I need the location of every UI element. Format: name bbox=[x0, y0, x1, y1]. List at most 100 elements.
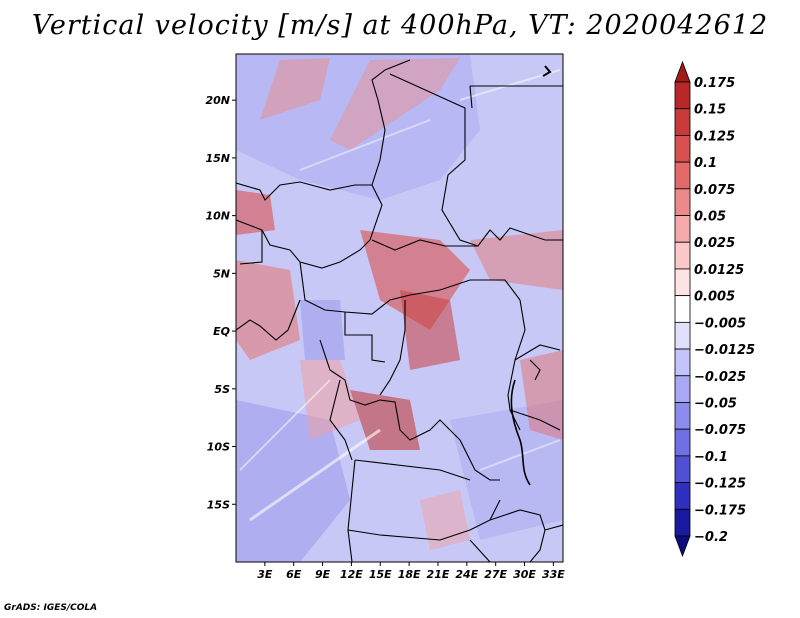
lon-label: 30E bbox=[513, 568, 536, 581]
colorbar-swatch bbox=[674, 508, 691, 537]
colorbar-label: 0.1 bbox=[694, 156, 717, 171]
colorbar-label: 0.0125 bbox=[694, 263, 744, 278]
lat-label: 15N bbox=[205, 152, 230, 165]
border-line bbox=[354, 459, 471, 481]
border-line bbox=[544, 524, 563, 531]
lon-label: 9E bbox=[315, 568, 331, 581]
field-region bbox=[330, 58, 460, 150]
colorbar-label: 0.025 bbox=[694, 236, 735, 251]
coastline bbox=[329, 379, 353, 461]
lake-outline bbox=[510, 379, 531, 486]
border-line bbox=[489, 509, 546, 562]
colorbar-swatch bbox=[674, 321, 691, 350]
colorbar-swatch bbox=[674, 108, 691, 136]
border-line bbox=[299, 261, 521, 315]
colorbar-label: −0.175 bbox=[694, 503, 746, 518]
field-region bbox=[470, 230, 563, 290]
colorbar-swatch bbox=[674, 161, 691, 190]
velocity-field bbox=[236, 54, 563, 562]
lake-outline bbox=[529, 359, 541, 381]
field-region bbox=[260, 58, 330, 120]
field-region bbox=[236, 260, 300, 360]
colorbar-swatch bbox=[674, 268, 691, 297]
map-frame bbox=[235, 53, 564, 563]
colorbar-label: −0.025 bbox=[694, 370, 746, 385]
colorbar-label: −0.05 bbox=[694, 396, 737, 411]
colorbar-label: 0.125 bbox=[694, 129, 735, 144]
lon-label: 12E bbox=[340, 568, 363, 581]
border-line bbox=[236, 299, 301, 341]
colorbar-cap-top bbox=[674, 60, 691, 83]
credit-text: GrADS: IGES/COLA bbox=[4, 603, 98, 613]
lon-label: 21E bbox=[427, 568, 450, 581]
colorbar: 0.175 0.15 0.125 0.1 0.075 0.05 0.025 0.0125 0.0… bbox=[674, 60, 755, 558]
colorbar-label: −0.0125 bbox=[694, 343, 755, 358]
colorbar-swatch bbox=[674, 482, 691, 510]
border-line bbox=[389, 73, 563, 247]
lat-label: EQ bbox=[213, 325, 230, 338]
border-line bbox=[319, 339, 500, 481]
colorbar-label: 0.175 bbox=[694, 76, 735, 91]
border-line bbox=[379, 300, 406, 396]
lon-label: 27E bbox=[484, 568, 507, 581]
border-line bbox=[261, 184, 383, 269]
field-region bbox=[236, 400, 350, 562]
lat-label: 5S bbox=[214, 383, 230, 396]
country-borders bbox=[236, 59, 563, 562]
lon-label: 3E bbox=[257, 568, 273, 581]
colorbar-label: −0.075 bbox=[694, 423, 746, 438]
field-region bbox=[520, 350, 563, 440]
colorbar-label: 0.005 bbox=[694, 290, 735, 305]
border-line bbox=[514, 344, 561, 361]
colorbar-swatch bbox=[674, 348, 691, 377]
field-streak bbox=[239, 379, 331, 471]
border-line bbox=[347, 499, 501, 541]
field-region bbox=[420, 490, 470, 550]
field-region bbox=[400, 290, 460, 370]
latitude-labels: 20N 15N 10N 5N EQ 5S 10S 15S bbox=[205, 94, 236, 511]
lon-label: 24E bbox=[455, 568, 478, 581]
colorbar-label: −0.005 bbox=[694, 316, 746, 331]
border-line bbox=[371, 239, 478, 251]
colorbar-label: −0.2 bbox=[694, 530, 728, 545]
border-line bbox=[469, 539, 491, 562]
border-line bbox=[236, 219, 263, 265]
field-region bbox=[350, 390, 420, 450]
border-line bbox=[469, 85, 473, 109]
colorbar-swatch bbox=[674, 455, 691, 483]
longitude-labels: 3E 6E 9E 12E 15E 18E 21E 24E 27E 30E 33E bbox=[257, 562, 565, 581]
colorbar-swatch bbox=[674, 428, 691, 457]
colorbar-swatch bbox=[674, 188, 691, 216]
field-region bbox=[450, 400, 563, 540]
field-region bbox=[300, 300, 345, 360]
colorbar-swatch bbox=[674, 295, 691, 323]
field-streak bbox=[249, 428, 381, 522]
colorbar-swatch bbox=[674, 241, 691, 270]
chart-title: Vertical velocity [m/s] at 400hPa, VT: 2… bbox=[31, 10, 769, 41]
lat-label: 20N bbox=[205, 94, 230, 107]
lat-label: 5N bbox=[213, 267, 230, 280]
border-line bbox=[344, 312, 386, 363]
border-line bbox=[236, 59, 411, 201]
lat-label: 10N bbox=[205, 210, 230, 223]
lon-label: 33E bbox=[542, 568, 565, 581]
colorbar-label: 0.075 bbox=[694, 183, 735, 198]
lon-label: 6E bbox=[286, 568, 302, 581]
colorbar-label: −0.1 bbox=[694, 450, 728, 465]
colorbar-swatch bbox=[674, 135, 691, 163]
colorbar-swatch bbox=[674, 375, 691, 403]
lat-label: 10S bbox=[207, 441, 230, 454]
colorbar-label: 0.15 bbox=[694, 103, 726, 118]
border-line bbox=[509, 409, 561, 431]
colorbar-label: 0.05 bbox=[694, 210, 726, 225]
colorbar-cap-bottom bbox=[674, 535, 691, 558]
lon-label: 15E bbox=[369, 568, 392, 581]
colorbar-swatch bbox=[674, 215, 691, 243]
lat-label: 15S bbox=[207, 498, 230, 511]
colorbar-swatch bbox=[674, 81, 691, 110]
field-streak bbox=[479, 439, 561, 471]
border-line bbox=[507, 299, 526, 431]
field-region bbox=[236, 190, 275, 235]
coastline bbox=[542, 65, 552, 77]
